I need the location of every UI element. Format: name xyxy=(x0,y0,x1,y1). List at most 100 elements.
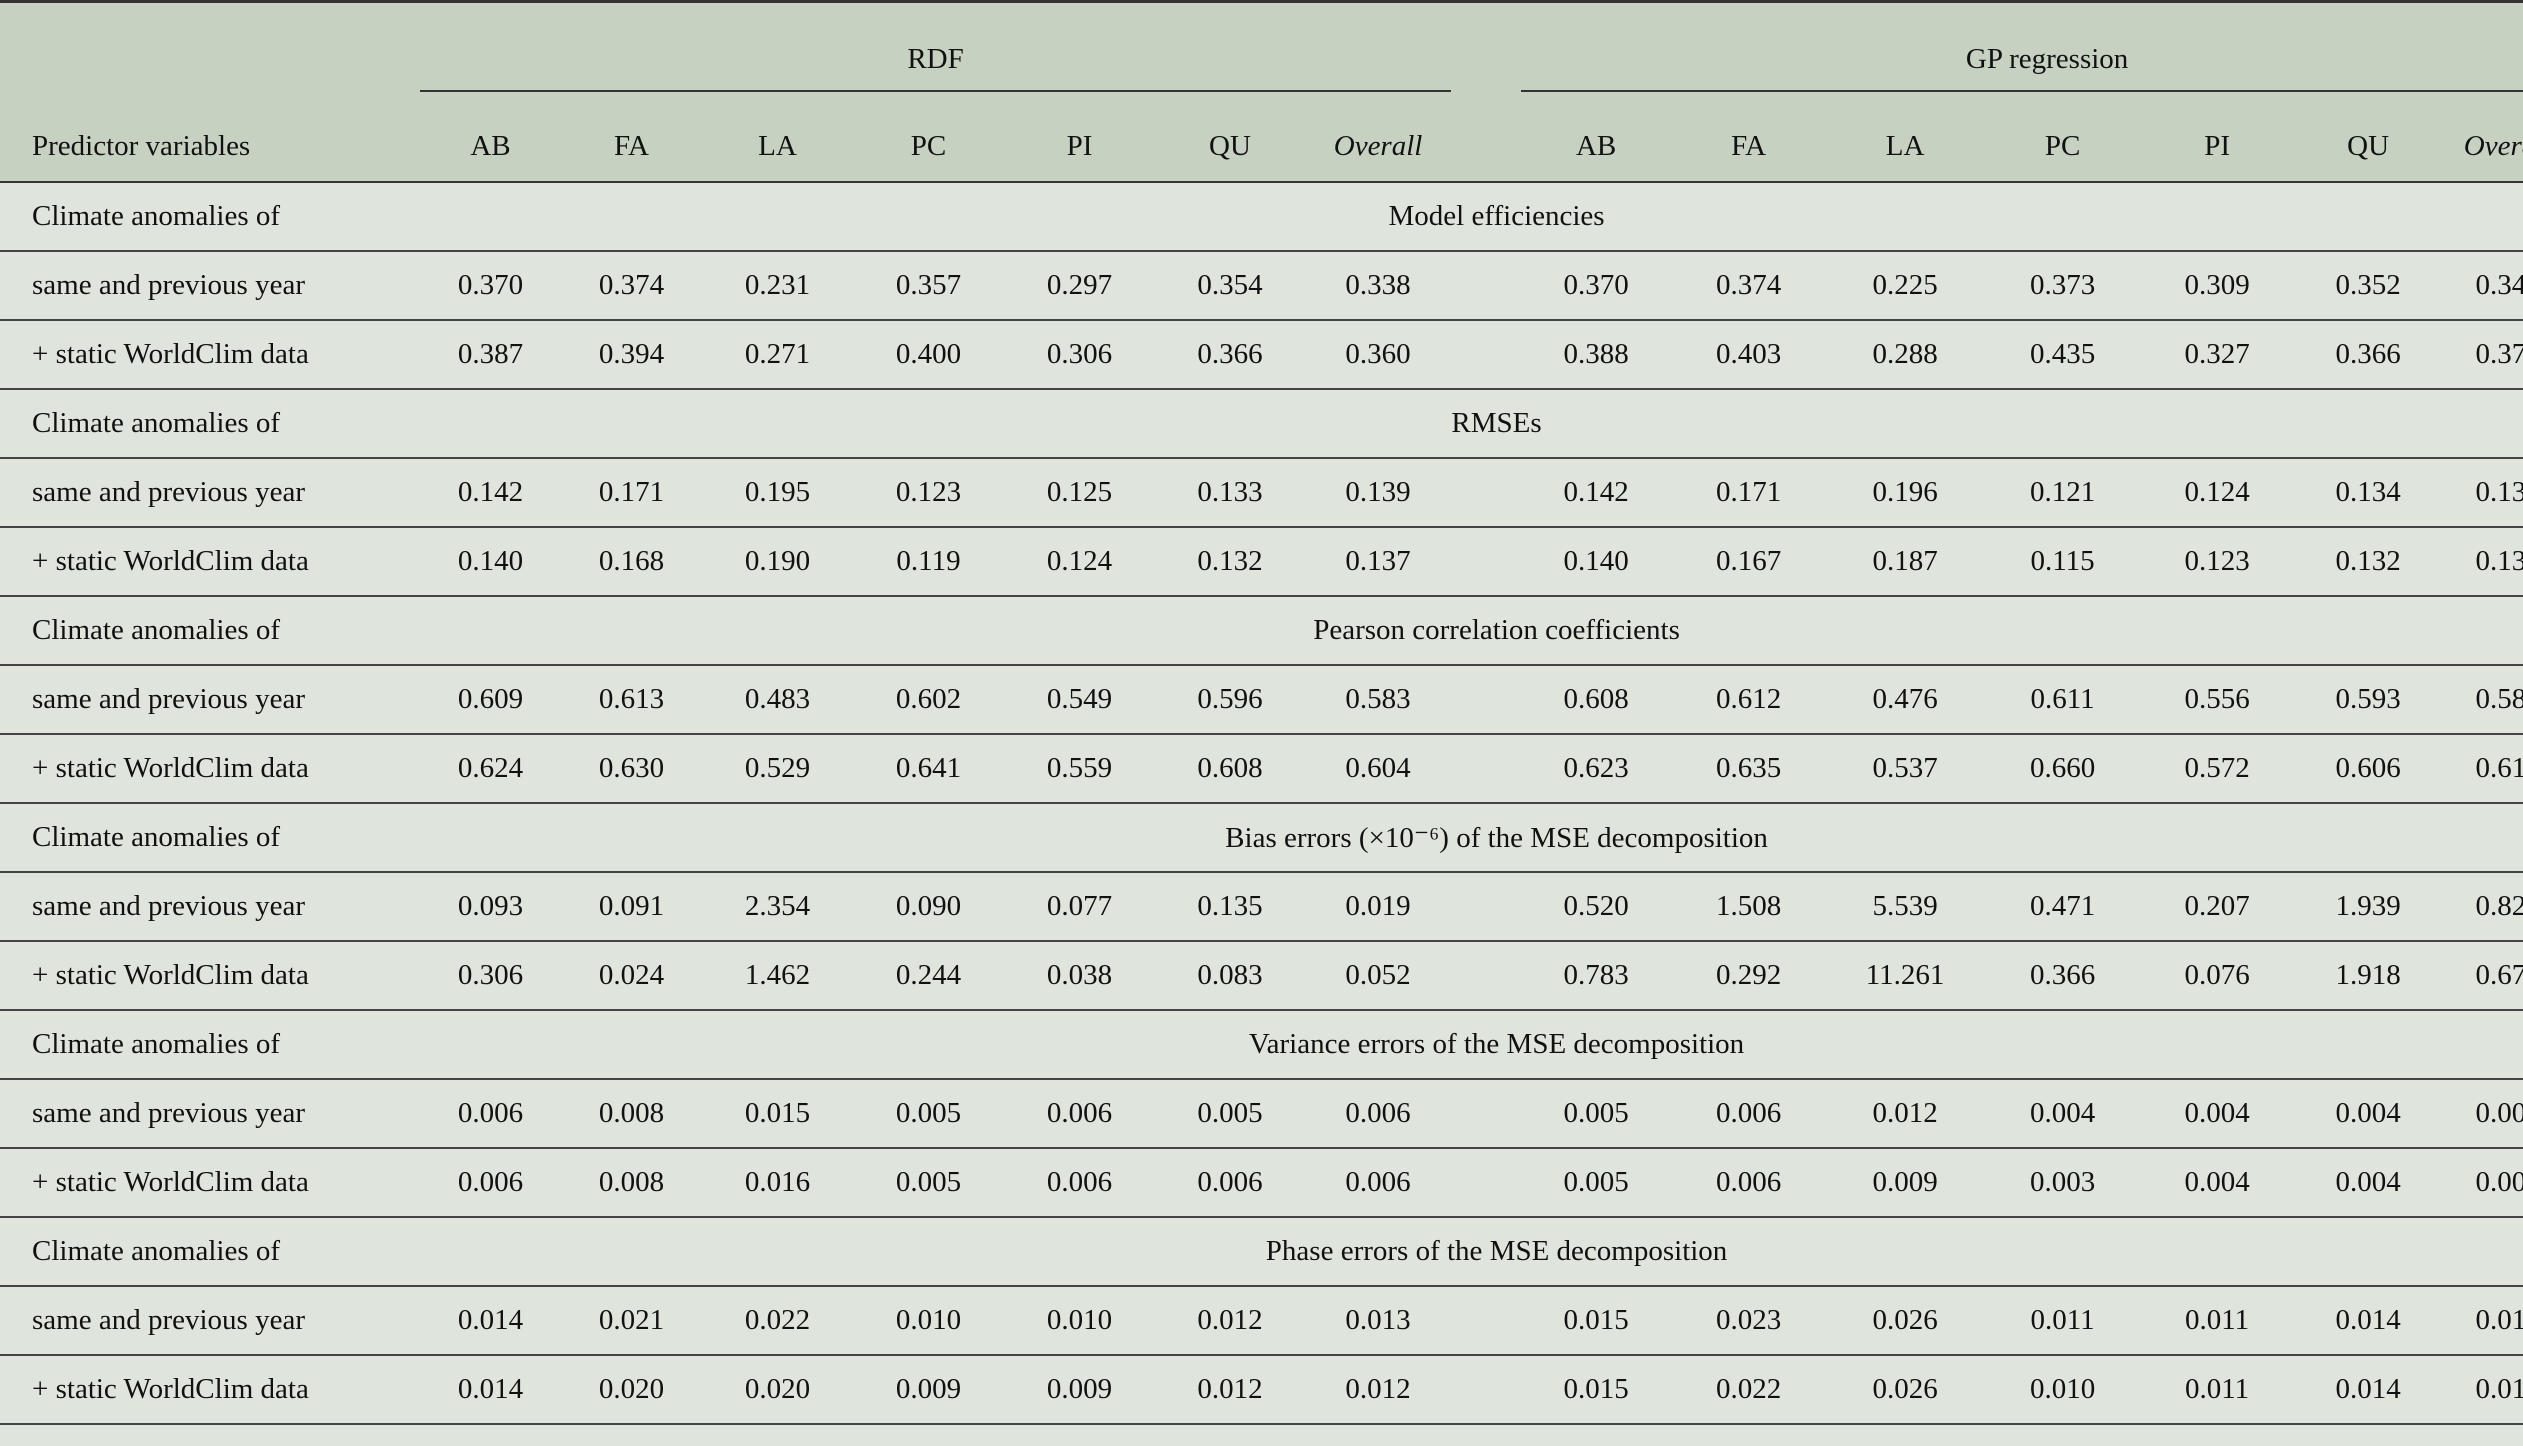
value-cell: 0.119 xyxy=(896,544,961,577)
value-cell: 0.132 xyxy=(2335,544,2401,577)
value-cell: 0.010 xyxy=(2029,1372,2096,1405)
spacer-cell xyxy=(1451,2,1521,92)
value-cell: 0.309 xyxy=(2184,268,2250,301)
value-cell: 0.271 xyxy=(744,337,811,370)
value-cell: 0.009 xyxy=(1872,1165,1938,1198)
value-cell: 0.529 xyxy=(744,751,811,784)
value-cell: 0.306 xyxy=(457,958,524,991)
value-cell: 0.611 xyxy=(2030,682,2095,715)
value-cell: 1.462 xyxy=(744,958,811,991)
value-cell: 0.140 xyxy=(457,544,524,577)
value-cell: 0.370 xyxy=(457,268,524,301)
value-cell: 0.005 xyxy=(1563,1096,1629,1129)
value-cell: 0.137 xyxy=(1345,544,1411,577)
value-cell: 0.010 xyxy=(895,1303,962,1336)
row-label: same and previous year xyxy=(32,268,305,301)
value-cell: 0.357 xyxy=(895,268,962,301)
spacer-cell xyxy=(1451,1148,1521,1217)
value-cell: 0.660 xyxy=(2029,751,2096,784)
spacer-cell xyxy=(1451,527,1521,596)
value-cell: 0.038 xyxy=(1046,958,1113,991)
value-cell: 0.020 xyxy=(744,1372,811,1405)
value-cell: 0.606 xyxy=(2335,751,2401,784)
row-label: same and previous year xyxy=(32,1096,305,1129)
value-cell: 0.824 xyxy=(2475,889,2523,922)
value-cell: 0.366 xyxy=(2335,337,2401,370)
value-cell: 0.608 xyxy=(1197,751,1263,784)
section-label: Climate anomalies of xyxy=(32,199,281,232)
value-cell: 0.630 xyxy=(598,751,665,784)
value-cell: 0.352 xyxy=(2335,268,2401,301)
value-cell: 0.306 xyxy=(1046,337,1113,370)
value-cell: 0.142 xyxy=(1563,475,1629,508)
data-row: + static WorldClim data 0.387 0.394 0.271 0.… xyxy=(0,320,2523,389)
value-cell: 0.090 xyxy=(895,889,962,922)
value-cell: 0.006 xyxy=(1197,1165,1263,1198)
value-cell: 0.076 xyxy=(2184,958,2250,991)
value-cell: 0.133 xyxy=(1197,475,1263,508)
value-cell: 0.006 xyxy=(1715,1165,1782,1198)
data-row: same and previous year 0.609 0.613 0.483 0.6… xyxy=(0,665,2523,734)
value-cell: 0.006 xyxy=(1046,1165,1113,1198)
value-cell: 0.678 xyxy=(2475,958,2523,991)
value-cell: 0.366 xyxy=(1197,337,1263,370)
data-row: same and previous year 0.093 0.091 2.354 0.0… xyxy=(0,872,2523,941)
row-label: + static WorldClim data xyxy=(32,751,309,784)
value-cell: 0.373 xyxy=(2029,268,2096,301)
value-cell: 0.008 xyxy=(598,1165,665,1198)
spacer-cell xyxy=(1451,734,1521,803)
value-cell: 0.559 xyxy=(1046,751,1113,784)
value-cell: 0.207 xyxy=(2184,889,2250,922)
value-cell: 0.016 xyxy=(744,1165,811,1198)
value-cell: 0.093 xyxy=(457,889,524,922)
value-cell: 0.134 xyxy=(2335,475,2401,508)
value-cell: 0.015 xyxy=(1563,1372,1629,1405)
value-cell: 0.019 xyxy=(1345,889,1411,922)
value-cell: 0.139 xyxy=(2475,475,2523,508)
value-cell: 0.343 xyxy=(2475,268,2523,301)
value-cell: 0.297 xyxy=(1046,268,1113,301)
value-cell: 0.403 xyxy=(1715,337,1782,370)
value-cell: 1.918 xyxy=(2335,958,2401,991)
section-title: Pearson correlation coefficients xyxy=(1313,613,1680,646)
spacer-cell xyxy=(1451,458,1521,527)
table-body: Climate anomalies of Model efficiencies sa… xyxy=(0,182,2523,1424)
value-cell: 0.006 xyxy=(1345,1165,1411,1198)
value-cell: 0.006 xyxy=(1046,1096,1113,1129)
value-cell: 0.476 xyxy=(1872,682,1938,715)
value-cell: 0.520 xyxy=(1563,889,1629,922)
value-cell: 0.387 xyxy=(457,337,524,370)
value-cell: 0.635 xyxy=(1715,751,1782,784)
section-row: Climate anomalies of Bias errors (×10⁻⁶) … xyxy=(0,803,2523,872)
value-cell: 0.394 xyxy=(598,337,665,370)
value-cell: 0.011 xyxy=(2185,1372,2250,1405)
value-cell: 0.014 xyxy=(2335,1372,2401,1405)
section-label: Climate anomalies of xyxy=(32,1027,281,1060)
column-header: QU xyxy=(1209,129,1251,162)
spacer-cell xyxy=(1451,92,1521,182)
column-header: LA xyxy=(758,129,797,162)
section-label: Climate anomalies of xyxy=(32,1234,281,1267)
row-label: same and previous year xyxy=(32,1303,305,1336)
value-cell: 0.008 xyxy=(598,1096,665,1129)
section-row: Climate anomalies of RMSEs xyxy=(0,389,2523,458)
group-name: RDF xyxy=(420,43,1452,92)
value-cell: 0.583 xyxy=(1345,682,1411,715)
column-header: FA xyxy=(1731,129,1767,162)
value-cell: 0.006 xyxy=(457,1165,524,1198)
value-cell: 0.006 xyxy=(457,1096,524,1129)
value-cell: 0.004 xyxy=(2029,1096,2096,1129)
value-cell: 0.435 xyxy=(2029,337,2096,370)
value-cell: 0.026 xyxy=(1872,1372,1938,1405)
section-title: Phase errors of the MSE decomposition xyxy=(1265,1234,1728,1267)
data-row: same and previous year 0.142 0.171 0.195 0.1… xyxy=(0,458,2523,527)
value-cell: 0.009 xyxy=(895,1372,962,1405)
value-cell: 0.004 xyxy=(2335,1096,2401,1129)
value-cell: 0.022 xyxy=(1715,1372,1782,1405)
value-cell: 0.012 xyxy=(1345,1372,1411,1405)
row-label: same and previous year xyxy=(32,475,305,508)
value-cell: 0.006 xyxy=(1715,1096,1782,1129)
value-cell: 0.004 xyxy=(2475,1165,2523,1198)
value-cell: 0.196 xyxy=(1872,475,1938,508)
value-cell: 0.140 xyxy=(1563,544,1629,577)
